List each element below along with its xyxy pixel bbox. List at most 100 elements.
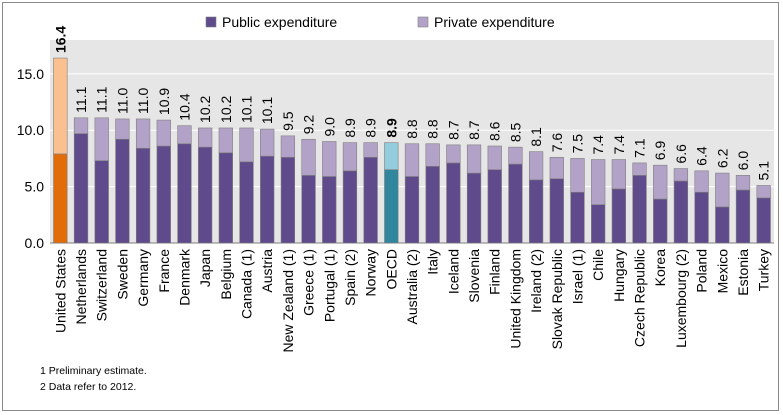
category-label: Luxembourg (2)	[673, 249, 689, 348]
category-label: Germany	[135, 249, 151, 307]
total-value-label: 8.8	[404, 119, 420, 139]
total-value-label: 9.0	[321, 117, 337, 137]
category-label: Finland	[487, 249, 503, 295]
bar-private	[632, 162, 647, 176]
bar-public	[487, 169, 502, 244]
total-value-label: 6.6	[673, 144, 689, 164]
legend-swatch-public	[205, 16, 217, 28]
total-value-label: 10.4	[176, 93, 192, 120]
total-value-label: 11.0	[135, 88, 151, 114]
bar-private	[591, 159, 606, 205]
bar-private	[363, 142, 378, 158]
total-value-label: 7.4	[611, 135, 627, 155]
category-label: Netherlands	[73, 249, 89, 325]
total-value-label: 6.0	[735, 151, 751, 171]
bar-private	[239, 127, 254, 163]
bar-private	[653, 164, 668, 200]
bar-public	[342, 170, 358, 244]
category-label: Italy	[425, 249, 441, 275]
bar-public	[591, 204, 606, 244]
category-label: New Zealand (1)	[280, 249, 296, 353]
bar-public	[735, 189, 751, 244]
bar-public	[260, 155, 275, 244]
category-label: Australia (2)	[404, 249, 420, 324]
total-value-label: 8.7	[445, 120, 461, 140]
bar-public	[611, 188, 626, 244]
bar-private	[218, 127, 233, 154]
bar-private	[487, 145, 502, 170]
bar-private	[135, 118, 151, 149]
category-label: Sweden	[114, 249, 130, 300]
bar-public	[508, 163, 523, 244]
bar-public	[94, 160, 109, 244]
total-value-label: 8.7	[466, 120, 482, 140]
bar-private	[73, 117, 89, 134]
total-value-label: 10.2	[197, 96, 213, 123]
y-tick-label: 5.0	[25, 179, 45, 195]
total-value-label: 8.6	[487, 121, 503, 141]
bar-public	[322, 176, 337, 244]
category-label: Japan	[197, 249, 213, 287]
bar-public	[384, 169, 399, 244]
category-label: Ireland (2)	[528, 249, 544, 313]
total-value-label: 10.2	[218, 96, 234, 123]
bar-public	[363, 156, 378, 244]
bar-private	[260, 128, 275, 157]
bar-private	[384, 142, 399, 170]
total-value-label: 7.5	[569, 134, 585, 154]
total-value-label: 11.1	[73, 86, 89, 112]
bar-public	[404, 176, 420, 244]
bar-public	[156, 145, 171, 244]
bar-private	[549, 156, 564, 180]
bar-private	[280, 135, 296, 158]
category-label: Canada (1)	[239, 249, 255, 319]
category-label: Mexico	[714, 249, 730, 294]
y-tick-label: 0.0	[25, 235, 45, 251]
category-label: United States	[52, 249, 68, 333]
legend-swatch-private	[417, 16, 429, 28]
legend-label-public: Public expenditure	[222, 14, 337, 30]
total-value-label: 8.9	[342, 118, 358, 138]
bar-public	[756, 197, 771, 244]
bar-public	[73, 133, 89, 244]
category-label: Hungary	[611, 249, 627, 302]
total-value-label: 7.4	[590, 135, 606, 155]
chart-frame: 0.0 5.0 10.0 15.0 16.4 United States 11.1 Nethe…	[2, 2, 779, 411]
total-value-label: 6.4	[694, 146, 710, 166]
category-label: Spain (2)	[342, 249, 358, 306]
total-value-label: 7.6	[549, 133, 565, 153]
bar-private	[570, 158, 585, 193]
bar-public	[715, 206, 730, 244]
stacked-bar-chart: 0.0 5.0 10.0 15.0 16.4 United States 11.1 Nethe…	[17, 14, 774, 353]
bar-private	[446, 144, 461, 164]
category-label: Slovak Republic	[549, 249, 565, 349]
bar-private	[404, 143, 420, 177]
category-label: Norway	[363, 249, 379, 296]
total-value-label: 9.5	[280, 111, 296, 131]
total-value-label: 10.9	[156, 88, 172, 115]
category-label: Belgium	[218, 249, 234, 300]
total-value-label: 5.1	[756, 161, 772, 181]
category-label: Portugal (1)	[321, 249, 337, 322]
bar-public	[239, 161, 254, 244]
footnote-1: 1 Preliminary estimate.	[40, 365, 147, 377]
legend-label-private: Private expenditure	[434, 14, 555, 30]
bar-private	[735, 175, 751, 191]
total-value-label: 8.9	[363, 118, 379, 138]
bar-public	[301, 175, 316, 244]
total-value-label: 8.5	[507, 122, 523, 142]
category-label: United Kingdom	[507, 249, 523, 349]
total-value-label: 8.8	[425, 119, 441, 139]
category-label: Austria	[259, 249, 275, 293]
y-tick-label: 10.0	[17, 122, 44, 138]
bar-private	[301, 138, 316, 176]
y-tick-label: 15.0	[17, 66, 44, 82]
bar-public	[135, 147, 151, 244]
bar-public	[528, 179, 544, 244]
category-label: Switzerland	[94, 249, 110, 321]
total-value-label: 10.1	[259, 97, 275, 124]
bar-public	[218, 152, 233, 244]
bar-private	[611, 159, 626, 190]
bar-private	[53, 57, 68, 155]
bar-private	[177, 125, 192, 145]
